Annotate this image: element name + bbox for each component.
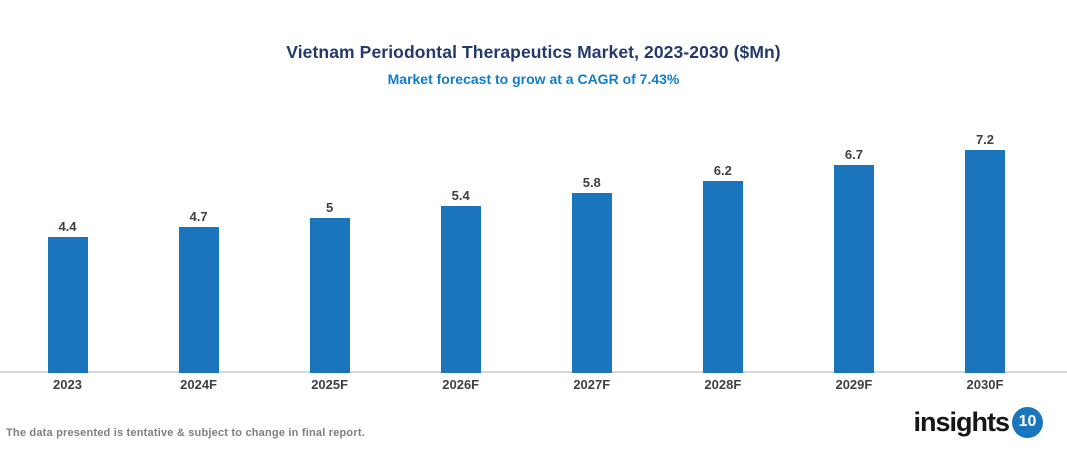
bar (178, 227, 219, 373)
chart-title: Vietnam Periodontal Therapeutics Market,… (286, 42, 781, 62)
bar-value-label: 5.8 (582, 175, 601, 191)
x-axis-label: 2025F (311, 377, 349, 392)
logo-text: insights (913, 406, 1010, 437)
x-axis-line (0, 371, 1067, 373)
bar-value-label: 5 (326, 200, 334, 215)
bar (702, 180, 743, 373)
bar (833, 165, 874, 373)
insights10-logo: insights 10 (913, 404, 1043, 440)
x-axis-label: 2030F (966, 377, 1004, 392)
bar-value-label: 4.7 (189, 209, 208, 225)
bar (440, 205, 481, 373)
bar (964, 149, 1005, 373)
x-axis-label: 2029F (835, 377, 873, 392)
x-axis-label: 2026F (442, 377, 480, 392)
bar-value-label: 7.2 (975, 131, 995, 147)
bar (571, 193, 612, 373)
logo-badge: 10 (1012, 406, 1043, 438)
x-axis-label: 2028F (704, 377, 742, 392)
bar (309, 218, 350, 373)
disclaimer-text: The data presented is tentative & subjec… (6, 427, 365, 439)
bar (47, 236, 88, 373)
bar-value-label: 6.2 (713, 162, 732, 178)
bar-value-label: 4.4 (58, 218, 77, 234)
bar-value-label: 6.7 (844, 147, 863, 163)
chart-subtitle: Market forecast to grow at a CAGR of 7.4… (387, 71, 680, 87)
x-axis-label: 2027F (573, 377, 611, 392)
x-axis-label: 2023 (53, 377, 82, 392)
x-axis-label: 2024F (180, 377, 217, 392)
bar-value-label: 5.4 (451, 187, 470, 203)
